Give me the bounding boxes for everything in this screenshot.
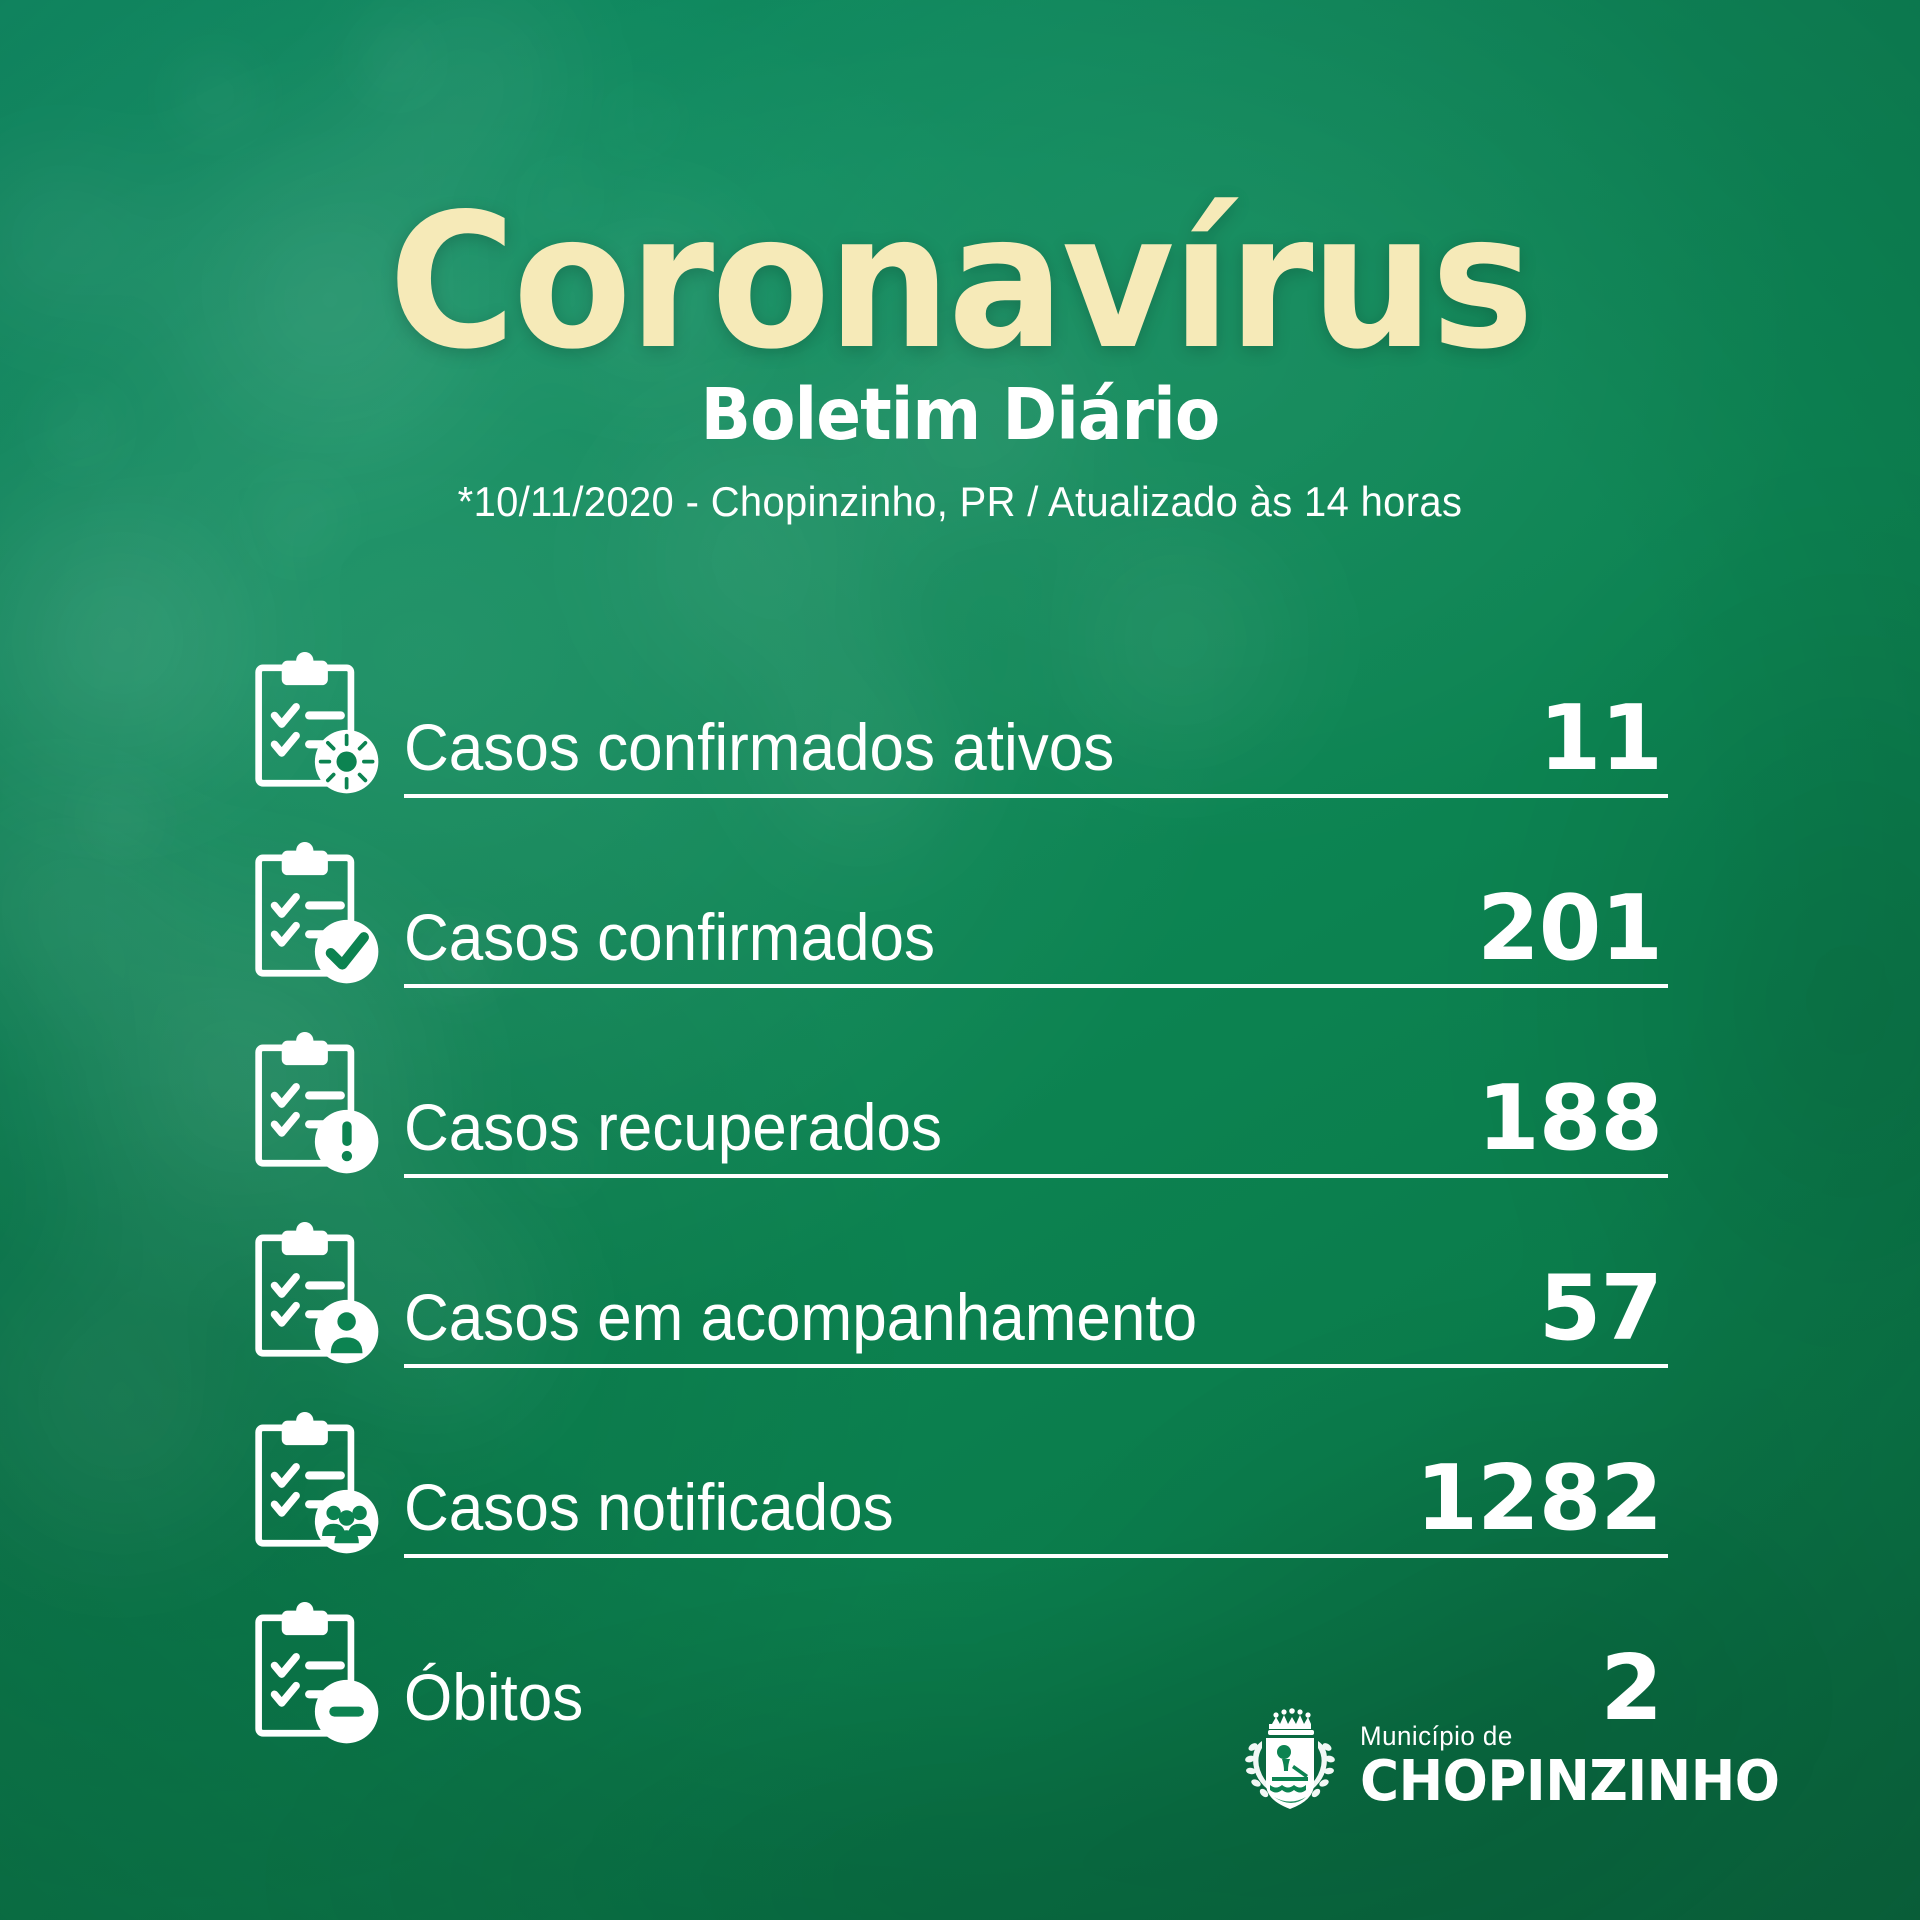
header: Coronavírus Boletim Diário *10/11/2020 -… [0,0,1920,526]
stat-value: 201 [1477,876,1663,981]
row-divider [404,1364,1668,1368]
stat-row-body: Casos em acompanhamento 57 [404,1218,1668,1368]
stat-row-body: Casos confirmados 201 [404,838,1668,988]
logo-text-block: Município de CHOPINZINHO [1360,1720,1802,1814]
stat-row: Casos em acompanhamento 57 [238,1218,1668,1408]
municipal-logo: Município de CHOPINZINHO [1238,1707,1802,1825]
clipboard-minus-icon [238,1602,386,1752]
stat-value: 2 [1600,1636,1663,1741]
stat-value-column: 188 [1368,1074,1668,1178]
stat-value-column: 201 [1368,884,1668,988]
stat-label: Casos recuperados [404,1090,942,1164]
stat-row: Casos recuperados 188 [238,1028,1668,1218]
stat-row: Casos confirmados ativos 11 [238,648,1668,838]
date-stamp: *10/11/2020 - Chopinzinho, PR / Atualiza… [457,478,1463,526]
stat-label: Casos em acompanhamento [404,1280,1198,1354]
clipboard-person-icon [238,1222,386,1372]
stat-value-column: 1282 [1368,1454,1668,1558]
stat-row: Óbitos 2 [238,1598,1668,1788]
logo-city-name: CHOPINZINHO [1360,1748,1780,1814]
stat-row-body: Casos confirmados ativos 11 [404,648,1668,798]
stat-value: 1282 [1415,1446,1663,1551]
page-title: Coronavírus [388,173,1534,390]
stat-row-body: Casos recuperados 188 [404,1028,1668,1178]
stat-value-column: 57 [1368,1264,1668,1368]
stat-row: Casos notificados 1282 [238,1408,1668,1598]
page-subtitle: Boletim Diário [700,373,1221,457]
logo-supertitle: Município de [1360,1720,1514,1751]
stat-row-body: Casos notificados 1282 [404,1408,1668,1558]
clipboard-group-icon [238,1412,386,1562]
clipboard-alert-icon [238,1032,386,1182]
row-divider [404,984,1668,988]
stat-label: Casos notificados [404,1470,894,1544]
row-divider [404,1554,1668,1558]
stat-row: Casos confirmados 201 [238,838,1668,1028]
stat-label: Óbitos [404,1660,584,1734]
stat-row-body: Óbitos 2 [404,1598,1668,1748]
clipboard-check-icon [238,842,386,992]
stat-value-column: 11 [1368,694,1668,798]
stat-value: 11 [1538,686,1663,791]
statistics-list: Casos confirmados ativos 11 [238,648,1668,1788]
row-divider [404,1174,1668,1178]
coat-of-arms-icon [1245,1708,1336,1809]
clipboard-virus-icon [238,652,386,802]
stat-label: Casos confirmados ativos [404,710,1115,784]
row-divider [404,794,1668,798]
stat-value: 57 [1538,1256,1663,1361]
stat-label: Casos confirmados [404,900,936,974]
stat-value-column: 2 [1368,1644,1668,1748]
stat-value: 188 [1477,1066,1663,1171]
